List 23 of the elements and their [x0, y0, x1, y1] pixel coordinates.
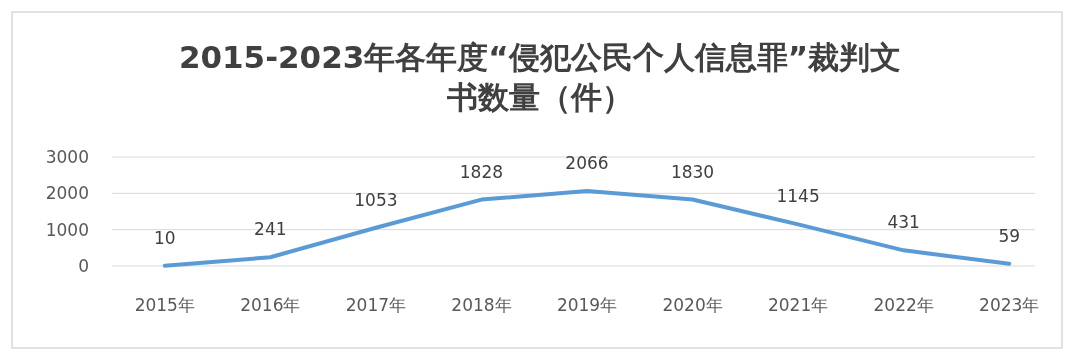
x-tick-label: 2020年 — [662, 295, 723, 316]
data-label: 59 — [998, 225, 1021, 246]
data-label: 1828 — [459, 161, 504, 182]
chart-title: 2015-2023年各年度“侵犯公民个人信息罪”裁判文书数量（件） — [178, 39, 902, 115]
y-tick-label: 0 — [78, 255, 89, 276]
x-tick-label: 2022年 — [873, 295, 934, 316]
x-tick-label: 2016年 — [240, 295, 301, 316]
data-label: 241 — [254, 219, 287, 240]
x-tick-label: 2021年 — [767, 295, 829, 316]
data-label: 1053 — [354, 189, 398, 210]
data-label: 10 — [153, 227, 176, 248]
x-tick-label: 2015年 — [134, 295, 195, 316]
data-label: 2066 — [565, 152, 609, 173]
data-label: 1830 — [670, 161, 715, 182]
y-tick-label: 2000 — [45, 183, 89, 204]
x-tick-label: 2018年 — [451, 295, 512, 316]
y-tick-label: 3000 — [45, 146, 89, 167]
x-tick-label: 2023年 — [979, 295, 1040, 316]
data-label: 431 — [887, 212, 920, 233]
x-tick-label: 2019年 — [556, 295, 618, 316]
x-tick-label: 2017年 — [345, 295, 407, 316]
data-label: 1145 — [776, 186, 820, 207]
y-tick-label: 1000 — [45, 219, 89, 240]
